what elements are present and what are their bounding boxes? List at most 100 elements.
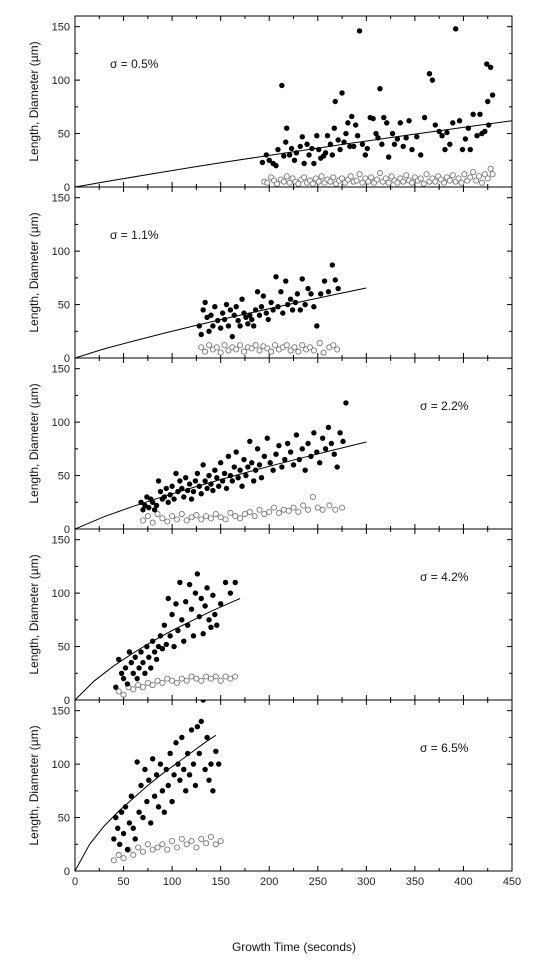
filled-marker-point (381, 114, 387, 121)
filled-marker-point (157, 633, 164, 639)
filled-marker-point (281, 153, 287, 159)
open-marker-point (241, 510, 248, 518)
filled-marker-point (196, 323, 203, 329)
filled-marker-point (229, 478, 236, 484)
filled-marker-point (345, 120, 351, 126)
filled-marker-point (474, 133, 480, 139)
open-marker-point (388, 173, 395, 180)
filled-marker-point (153, 772, 160, 778)
open-marker-point (164, 846, 171, 853)
filled-marker-point (231, 312, 237, 318)
filled-marker-point (171, 772, 177, 778)
open-marker-point (221, 342, 228, 349)
filled-marker-point (317, 291, 324, 297)
filled-marker-point (113, 814, 119, 821)
filled-marker-point (169, 611, 175, 618)
filled-marker-point (165, 782, 171, 789)
open-marker-point (446, 177, 453, 184)
filled-marker-point (287, 296, 294, 302)
open-marker-point (327, 178, 334, 185)
open-marker-point (203, 513, 210, 520)
filled-marker-point (196, 750, 203, 757)
filled-marker-point (208, 624, 214, 631)
filled-marker-point (163, 766, 169, 773)
x-tick-label: 400 (454, 876, 472, 888)
filled-marker-point (181, 494, 187, 500)
open-marker-point (382, 175, 389, 182)
open-marker-point (295, 508, 302, 515)
filled-marker-point (231, 464, 237, 470)
filled-marker-point (184, 622, 191, 628)
y-axis-title: Length, Diameter (µm) (27, 554, 41, 674)
open-marker-point (301, 174, 308, 181)
filled-marker-point (212, 611, 218, 618)
open-marker-point (139, 848, 147, 855)
filled-marker-point (188, 727, 195, 733)
open-marker-point (232, 513, 239, 520)
filled-marker-point (278, 289, 284, 295)
filled-marker-point (347, 143, 353, 150)
open-marker-point (264, 345, 271, 352)
filled-marker-point (122, 665, 129, 671)
open-marker-point (159, 515, 166, 522)
filled-marker-point (241, 456, 247, 463)
filled-marker-point (225, 323, 232, 329)
filled-marker-point (210, 788, 216, 794)
plot-area (75, 26, 512, 187)
open-marker-point (237, 515, 244, 522)
open-marker-point (408, 179, 416, 186)
filled-marker-point (306, 152, 312, 158)
filled-marker-point (385, 154, 392, 160)
filled-marker-point (148, 665, 154, 671)
filled-marker-point (349, 113, 355, 120)
filled-marker-point (254, 446, 261, 452)
filled-marker-point (206, 472, 212, 479)
y-tick-label: 100 (52, 246, 70, 258)
open-marker-point (273, 180, 281, 187)
filled-marker-point (165, 499, 171, 505)
filled-marker-point (190, 633, 197, 639)
filled-marker-point (319, 435, 326, 441)
filled-marker-point (223, 301, 230, 308)
open-marker-point (164, 675, 171, 682)
filled-marker-point (186, 772, 193, 778)
filled-marker-point (157, 488, 164, 495)
filled-marker-point (243, 472, 249, 479)
filled-marker-point (120, 830, 127, 837)
filled-marker-point (151, 507, 158, 513)
open-marker-point (309, 180, 316, 187)
open-marker-point (291, 344, 298, 351)
filled-marker-point (142, 766, 148, 773)
open-marker-point (286, 179, 293, 186)
y-tick-label: 50 (58, 300, 70, 312)
filled-marker-point (146, 504, 152, 511)
sigma-annotation: σ = 1.1% (110, 228, 159, 242)
filled-marker-point (213, 748, 219, 754)
open-marker-point (299, 342, 306, 349)
filled-marker-point (459, 146, 466, 153)
filled-marker-point (140, 659, 146, 666)
y-tick-label: 100 (52, 75, 70, 87)
filled-marker-point (235, 475, 241, 481)
filled-marker-point (327, 141, 334, 147)
y-tick-label: 0 (64, 182, 70, 194)
filled-marker-point (316, 146, 322, 153)
filled-marker-point (111, 836, 117, 842)
filled-marker-point (270, 307, 276, 313)
open-marker-point (266, 508, 273, 515)
x-tick-label: 50 (117, 876, 129, 888)
filled-marker-point (155, 478, 162, 484)
fit-line (75, 734, 217, 871)
filled-marker-point (153, 656, 160, 663)
filled-marker-point (444, 129, 450, 136)
open-marker-point (173, 844, 181, 851)
chart-panel-5: 0 50 100 150 0 50 100 150 200 250 300 350 400 450 Leng… (27, 699, 521, 888)
filled-marker-point (198, 718, 204, 725)
filled-marker-point (477, 111, 483, 118)
open-marker-point (213, 344, 220, 351)
filled-marker-point (233, 304, 239, 310)
filled-marker-point (217, 601, 224, 607)
open-marker-point (207, 515, 215, 522)
filled-marker-point (149, 499, 156, 505)
open-marker-point (365, 178, 372, 185)
